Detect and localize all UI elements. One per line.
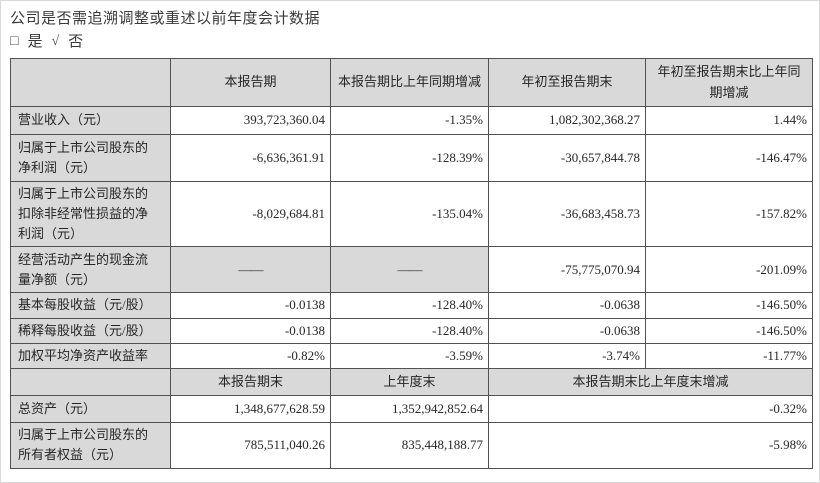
row-label: 总资产（元） bbox=[10, 394, 171, 423]
table-row-weighted-avg-roe: 加权平均净资产收益率 -0.82% -3.59% -3.74% -11.77% bbox=[10, 342, 813, 369]
table-cell: -3.74% bbox=[488, 342, 646, 369]
table-cell: -128.39% bbox=[330, 134, 489, 182]
table-cell: 785,511,040.26 bbox=[170, 421, 331, 469]
header-ytd-yoy-change: 年初至报告期末比上年同期增减 bbox=[645, 58, 813, 107]
table-cell: -0.0638 bbox=[488, 317, 646, 344]
table-cell: -5.98% bbox=[488, 421, 813, 469]
section1-header-row: 本报告期 本报告期比上年同期增减 年初至报告期末 年初至报告期末比上年同期增减 bbox=[10, 58, 813, 107]
table-cell: -1.35% bbox=[330, 106, 489, 135]
table-cell: -36,683,458.73 bbox=[488, 180, 646, 248]
table-cell: -30,657,844.78 bbox=[488, 134, 646, 182]
header-period-end-vs-year-end-change: 本报告期末比上年度末增减 bbox=[488, 367, 813, 396]
table-cell: 1,352,942,852.64 bbox=[330, 394, 489, 423]
corner-cell bbox=[10, 58, 171, 107]
table-cell: -146.50% bbox=[645, 292, 813, 319]
table-row-operating-revenue: 营业收入（元） 393,723,360.04 -1.35% 1,082,302,… bbox=[10, 106, 813, 135]
row-label: 加权平均净资产收益率 bbox=[10, 342, 171, 369]
header-end-of-period: 本报告期末 bbox=[170, 367, 331, 396]
row-label: 归属于上市公司股东的所有者权益（元） bbox=[10, 421, 171, 469]
table-row-net-profit: 归属于上市公司股东的净利润（元） -6,636,361.91 -128.39% … bbox=[10, 134, 813, 182]
table-cell: -128.40% bbox=[330, 292, 489, 319]
row-label: 经营活动产生的现金流量净额（元） bbox=[10, 246, 171, 294]
table-cell: -135.04% bbox=[330, 180, 489, 248]
row-label: 归属于上市公司股东的净利润（元） bbox=[10, 134, 171, 182]
financial-summary-table: 本报告期 本报告期比上年同期增减 年初至报告期末 年初至报告期末比上年同期增减 … bbox=[10, 58, 813, 469]
table-cell: 1,082,302,368.27 bbox=[488, 106, 646, 135]
table-cell: -0.0638 bbox=[488, 292, 646, 319]
header-current-period-yoy-change: 本报告期比上年同期增减 bbox=[330, 58, 489, 107]
header-end-of-last-year: 上年度末 bbox=[330, 367, 489, 396]
table-row-operating-cash-flow: 经营活动产生的现金流量净额（元） —— —— -75,775,070.94 -2… bbox=[10, 246, 813, 294]
table-cell-dash: —— bbox=[330, 246, 489, 294]
table-cell: -0.0138 bbox=[170, 317, 331, 344]
table-cell: -3.59% bbox=[330, 342, 489, 369]
table-cell: -0.32% bbox=[488, 394, 813, 423]
page-title: 公司是否需追溯调整或重述以前年度会计数据 bbox=[10, 11, 321, 27]
table-cell: 393,723,360.04 bbox=[170, 106, 331, 135]
table-cell: -146.47% bbox=[645, 134, 813, 182]
yes-label: 是 bbox=[27, 34, 43, 50]
table-cell: 835,448,188.77 bbox=[330, 421, 489, 469]
table-cell: -0.82% bbox=[170, 342, 331, 369]
table-row-total-assets: 总资产（元） 1,348,677,628.59 1,352,942,852.64… bbox=[10, 394, 813, 423]
unchecked-box-icon: □ bbox=[10, 34, 19, 49]
row-label: 营业收入（元） bbox=[10, 106, 171, 135]
header-ytd: 年初至报告期末 bbox=[488, 58, 646, 107]
section2-header-row: 本报告期末 上年度末 本报告期末比上年度末增减 bbox=[10, 367, 813, 396]
table-cell: -157.82% bbox=[645, 180, 813, 248]
no-label: 否 bbox=[68, 34, 84, 50]
table-cell: -128.40% bbox=[330, 317, 489, 344]
table-cell: -0.0138 bbox=[170, 292, 331, 319]
check-mark-icon: √ bbox=[51, 34, 60, 49]
table-cell: -75,775,070.94 bbox=[488, 246, 646, 294]
table-row-diluted-eps: 稀释每股收益（元/股） -0.0138 -128.40% -0.0638 -14… bbox=[10, 317, 813, 344]
corner-cell bbox=[10, 367, 171, 396]
restatement-checkbox-row: □ 是 √ 否 bbox=[10, 32, 811, 52]
row-label: 基本每股收益（元/股） bbox=[10, 292, 171, 319]
header-current-period: 本报告期 bbox=[170, 58, 331, 107]
table-cell: -146.50% bbox=[645, 317, 813, 344]
table-cell: -8,029,684.81 bbox=[170, 180, 331, 248]
table-cell: -6,636,361.91 bbox=[170, 134, 331, 182]
table-cell-dash: —— bbox=[170, 246, 331, 294]
table-cell: -11.77% bbox=[645, 342, 813, 369]
table-row-net-profit-excl-nonrecurring: 归属于上市公司股东的扣除非经常性损益的净利润（元） -8,029,684.81 … bbox=[10, 180, 813, 248]
table-cell: 1.44% bbox=[645, 106, 813, 135]
table-cell: -201.09% bbox=[645, 246, 813, 294]
table-row-basic-eps: 基本每股收益（元/股） -0.0138 -128.40% -0.0638 -14… bbox=[10, 292, 813, 319]
table-cell: 1,348,677,628.59 bbox=[170, 394, 331, 423]
row-label: 归属于上市公司股东的扣除非经常性损益的净利润（元） bbox=[10, 180, 171, 248]
table-row-owners-equity: 归属于上市公司股东的所有者权益（元） 785,511,040.26 835,44… bbox=[10, 421, 813, 469]
row-label: 稀释每股收益（元/股） bbox=[10, 317, 171, 344]
